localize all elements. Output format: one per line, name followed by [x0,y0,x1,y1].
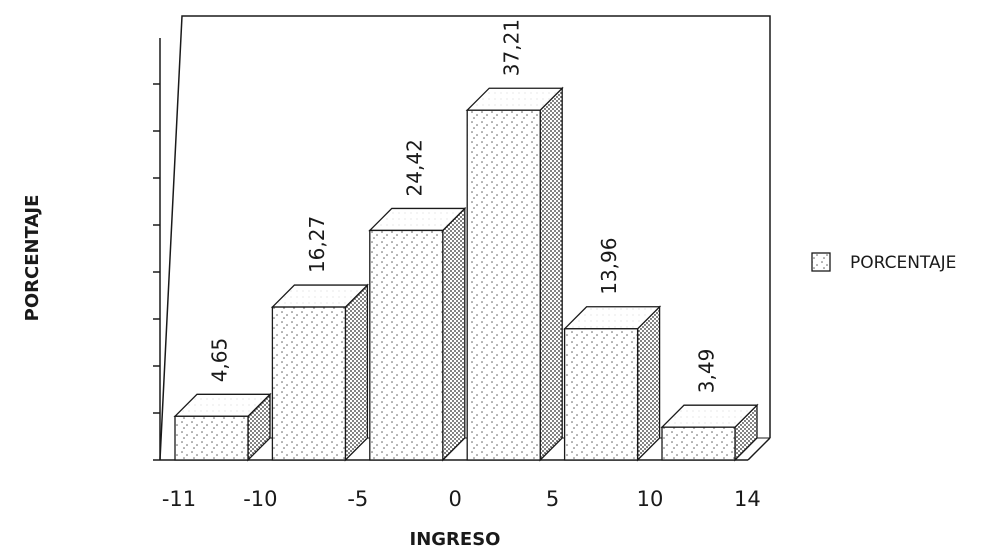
floor-right-edge [747,437,771,461]
bar-side [636,305,661,462]
data-label: 4,65 [208,338,232,383]
bar-front [563,328,639,461]
bar [368,206,467,462]
data-labels: 4,65 16,27 24,42 37,21 13,96 3,49 [208,19,719,393]
x-tick-label: 14 [734,487,761,511]
bar [563,305,662,462]
legend-swatch [811,252,831,272]
x-axis-title: INGRESO [410,529,501,547]
y-axis-title: PORCENTAJE [22,195,43,322]
bar-front [661,426,736,461]
bar [173,392,272,462]
x-tick-label: -5 [347,487,368,511]
bar [270,283,369,462]
x-tick-label: 0 [449,487,462,511]
data-label: 24,42 [402,139,426,196]
x-axis-tick-labels: -11 -10 -5 0 5 10 14 [162,487,761,511]
y-axis-ticks [153,83,160,461]
x-tick-label: -11 [162,487,196,511]
bar-front [466,109,541,461]
bar-front [174,415,249,461]
x-tick-label: 5 [546,487,559,511]
bars [173,86,759,462]
data-label: 13,96 [597,238,621,295]
x-tick-label: -10 [243,487,277,511]
back-wall-frame [159,15,771,461]
bar [465,86,564,462]
legend-label: PORCENTAJE [850,253,956,273]
bar-front [271,306,347,461]
bar-front [369,229,444,461]
data-label: 16,27 [305,216,329,273]
bar [660,403,759,462]
legend: PORCENTAJE [811,252,956,273]
bar-side [442,206,466,462]
bar-side [539,86,563,462]
x-tick-label: 10 [637,487,664,511]
data-label: 37,21 [500,19,524,76]
bar-side [344,283,369,462]
data-label: 3,49 [695,349,719,394]
